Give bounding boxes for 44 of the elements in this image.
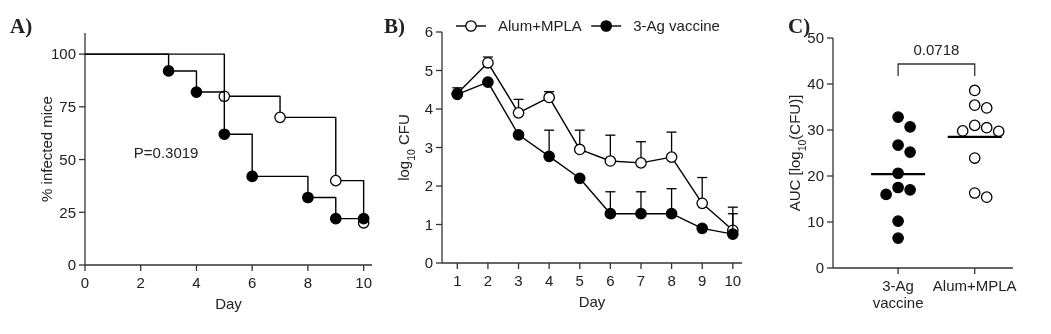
x-axis-title: Day xyxy=(578,293,606,310)
y-tick-label: 10 xyxy=(807,213,824,231)
x-tick-label: 10 xyxy=(355,274,372,291)
x-tick-label: 4 xyxy=(544,272,554,289)
x-tick-label: 3 xyxy=(514,272,523,289)
x-tick-label: 8 xyxy=(303,274,313,291)
x-tick-label: 2 xyxy=(136,274,145,291)
y-tick-label: 2 xyxy=(424,177,433,195)
annotation: 0.0718 xyxy=(913,41,960,58)
x-tick-label: 8 xyxy=(667,272,676,289)
y-tick-label: 1 xyxy=(424,215,433,233)
legend-label: 3-Ag vaccine xyxy=(633,17,720,35)
x-tick-label: 3-Ag vaccine xyxy=(872,277,924,311)
chart-title: B) xyxy=(384,14,406,38)
y-tick-label: 0 xyxy=(67,256,76,274)
chart-title: A) xyxy=(10,14,33,38)
y-tick-label: 0 xyxy=(815,259,824,277)
legend-label: Alum+MPLA xyxy=(498,17,582,35)
x-tick-label: 5 xyxy=(575,272,584,289)
x-tick-label: 6 xyxy=(248,274,257,291)
y-tick-label: 40 xyxy=(807,75,824,93)
x-tick-label: 2 xyxy=(483,272,493,289)
y-axis-title: % infected mice xyxy=(38,96,55,202)
y-tick-label: 25 xyxy=(59,203,76,221)
y-tick-label: 100 xyxy=(50,45,76,63)
y-tick-label: 5 xyxy=(424,61,433,79)
x-axis-title: Day xyxy=(215,295,243,312)
y-tick-label: 0 xyxy=(424,254,433,272)
x-tick-label: 9 xyxy=(698,272,707,289)
y-tick-label: 50 xyxy=(59,150,76,168)
x-tick-label: Alum+MPLA xyxy=(932,277,1017,294)
y-tick-label: 4 xyxy=(424,100,433,118)
y-tick-label: 30 xyxy=(807,121,824,139)
y-tick-label: 20 xyxy=(807,167,824,185)
x-tick-label: 1 xyxy=(453,272,462,289)
annotation: P=0.3019 xyxy=(133,144,199,162)
x-tick-label: 4 xyxy=(192,274,201,291)
y-tick-label: 6 xyxy=(424,23,433,41)
y-tick-label: 3 xyxy=(424,138,433,156)
x-tick-label: 10 xyxy=(724,272,742,289)
y-tick-label: 75 xyxy=(59,98,76,116)
x-tick-label: 7 xyxy=(636,272,646,289)
x-tick-label: 6 xyxy=(606,272,615,289)
x-tick-label: 0 xyxy=(80,274,90,291)
